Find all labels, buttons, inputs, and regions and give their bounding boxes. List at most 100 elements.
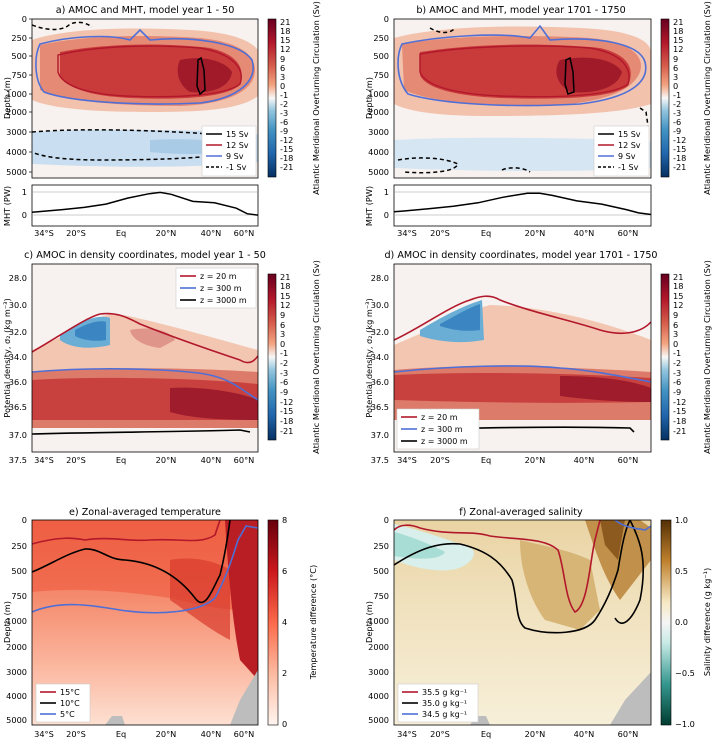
cb-tick: -9 xyxy=(280,126,288,136)
panel-a-ytick: 750 xyxy=(11,70,27,80)
panel-a-mht-ylabel: MHT (PW) xyxy=(2,186,12,226)
cb-tick: -2 xyxy=(673,99,681,109)
panel-b-ytick: 750 xyxy=(373,70,389,80)
cb-tick: -1 xyxy=(673,348,681,358)
colorbar-label: Atlantic Meridional Overturning Circulat… xyxy=(311,1,321,195)
xtick: Eq xyxy=(481,455,491,465)
panel-a-ytick: 500 xyxy=(11,51,27,61)
panel-b-ytick: 500 xyxy=(373,51,389,61)
panel-f-ytick: 3000 xyxy=(368,667,389,677)
legend-label: z = 3000 m xyxy=(200,296,247,305)
panel-c-ytick: 36.0 xyxy=(9,377,27,387)
panel-e-contours xyxy=(32,520,258,614)
panel-a-legend: 15 Sv 12 Sv 9 Sv -1 Sv xyxy=(201,125,257,177)
xtick: 20°S xyxy=(66,729,86,739)
panel-e-ytick: 0 xyxy=(22,515,27,525)
panel-f-ytick: 750 xyxy=(373,591,389,601)
cb-tick: 4 xyxy=(282,617,287,627)
cb-tick: -6 xyxy=(280,377,288,387)
cb-tick: -12 xyxy=(280,135,293,145)
panel-b-ytick: 0 xyxy=(384,14,389,24)
legend-label: 35.5 g kg⁻¹ xyxy=(422,688,467,697)
panel-a-contours xyxy=(32,21,254,161)
panel-a-yticks: 0 250 500 750 1000 2000 3000 4000 5000 xyxy=(6,14,32,177)
panel-b-yticks: 0 250 500 750 1000 2000 3000 4000 5000 xyxy=(368,14,389,177)
panel-c-ylabel: Potential density, σ₂ (kg m⁻³) xyxy=(2,298,12,417)
panel-d-field xyxy=(394,264,651,452)
panel-c-ytick: 34.0 xyxy=(9,352,27,362)
panel-c: c) AMOC in density coordinates, model ye… xyxy=(2,250,266,465)
cb-tick: 0 xyxy=(280,339,285,349)
colorbar-ticks: 21 18 15 12 9 6 3 0 -1 -2 -3 -6 -9 -12 -… xyxy=(280,272,293,436)
panel-e-ytick: 500 xyxy=(11,566,27,576)
panel-a-ytick: 250 xyxy=(11,33,27,43)
panel-c-ytick: 36.5 xyxy=(9,402,27,412)
xtick: Eq xyxy=(116,729,126,739)
cb-tick: 18 xyxy=(280,281,290,291)
legend-label: 12 Sv xyxy=(226,141,249,150)
xtick: 60°N xyxy=(618,455,639,465)
cb-tick: -6 xyxy=(673,117,681,127)
xtick: 20°N xyxy=(156,228,177,238)
cb-tick: 9 xyxy=(673,54,678,64)
colorbar-amoc-d: Atlantic Meridional Overturning Circulat… xyxy=(660,260,712,454)
cb-tick: 15 xyxy=(673,291,683,301)
legend-label: z = 20 m xyxy=(421,413,458,422)
legend-label: 15 Sv xyxy=(226,130,249,139)
panel-d-ytick: 37.5 xyxy=(371,455,389,465)
panel-b-ytick: 3000 xyxy=(368,127,389,137)
xtick: 60°N xyxy=(618,729,639,739)
cb-tick: 21 xyxy=(673,17,683,27)
legend-label: -1 Sv xyxy=(618,163,639,172)
panel-b-ytick: 4000 xyxy=(368,147,389,157)
colorbar-sal: Salinity difference (g kg⁻¹) 1.0 0.5 0.0… xyxy=(660,515,712,729)
xtick: 34°S xyxy=(34,455,54,465)
cb-tick: -6 xyxy=(673,377,681,387)
legend-label: 12 Sv xyxy=(618,141,641,150)
panel-c-ytick: 37.0 xyxy=(9,430,27,440)
cb-tick: -18 xyxy=(673,416,686,426)
cb-tick: 3 xyxy=(673,72,678,82)
mht-ytick: 0 xyxy=(384,210,389,220)
cb-tick: 0 xyxy=(282,719,287,729)
panel-a-xaxis: 34°S 20°S Eq 20°N 40°N 60°N xyxy=(34,228,254,238)
colorbar-amoc-a: Atlantic Meridional Overturning Circulat… xyxy=(267,1,321,195)
panel-b-mht: MHT (PW) 1 0 xyxy=(364,184,652,227)
panel-e-title: e) Zonal-averaged temperature xyxy=(69,507,221,518)
mht-ytick: 0 xyxy=(22,210,27,220)
cb-tick: -2 xyxy=(673,358,681,368)
panel-a: a) AMOC and MHT, model year 1 - 50 Depth… xyxy=(2,5,259,179)
cb-tick: 12 xyxy=(673,44,683,54)
cb-tick: 8 xyxy=(282,515,287,525)
cb-tick: 21 xyxy=(280,272,290,282)
panel-e-ytick: 750 xyxy=(11,591,27,601)
xtick: Eq xyxy=(481,729,491,739)
panel-f-ytick: 4000 xyxy=(368,691,389,701)
panel-c-legend: z = 20 m z = 300 m z = 3000 m xyxy=(175,267,257,309)
legend-label: 35.0 g kg⁻¹ xyxy=(422,699,467,708)
cb-tick: 6 xyxy=(280,320,285,330)
xtick: 20°N xyxy=(525,729,546,739)
xtick: 60°N xyxy=(234,455,255,465)
panel-d-ytick: 36.5 xyxy=(371,402,389,412)
legend-label: 34.5 g kg⁻¹ xyxy=(422,710,467,719)
panel-c-ytick: 30.0 xyxy=(9,300,27,310)
panel-f-ytick: 500 xyxy=(373,566,389,576)
cb-tick: -9 xyxy=(673,387,681,397)
panel-d-ytick: 36.0 xyxy=(371,377,389,387)
cb-tick: −1.0 xyxy=(675,719,695,729)
cb-tick: 15 xyxy=(280,35,290,45)
xtick: 60°N xyxy=(234,729,255,739)
xtick: 20°N xyxy=(525,228,546,238)
panel-d-ytick: 32.0 xyxy=(371,327,389,337)
xtick: 20°N xyxy=(156,455,177,465)
cb-tick: 6 xyxy=(673,320,678,330)
panel-a-ytick: 2000 xyxy=(6,107,27,117)
cb-tick: −0.5 xyxy=(675,668,695,678)
panel-d-xaxis: 34°S 20°S Eq 20°N 40°N 60°N xyxy=(397,455,638,465)
cb-tick: -2 xyxy=(280,99,288,109)
panel-c-title: c) AMOC in density coordinates, model ye… xyxy=(24,250,266,261)
cb-tick: -12 xyxy=(673,135,686,145)
legend-label: z = 20 m xyxy=(200,272,237,281)
cb-tick: 15 xyxy=(673,35,683,45)
